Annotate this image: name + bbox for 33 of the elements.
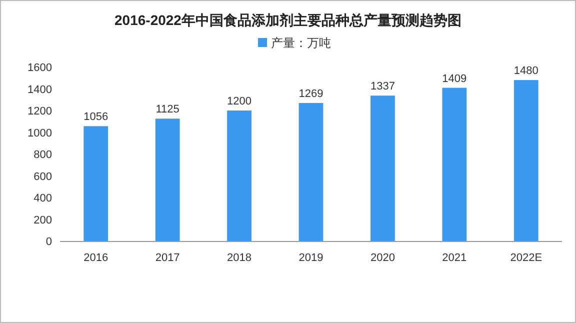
data-label: 1337 (370, 80, 395, 93)
bar (514, 80, 538, 241)
data-label: 1269 (298, 88, 324, 100)
y-tick-label: 1600 (28, 62, 52, 74)
data-label: 1125 (156, 104, 180, 116)
y-tick-label: 0 (46, 236, 52, 248)
y-tick-label: 800 (34, 149, 52, 161)
bar (227, 110, 252, 241)
x-tick-label: 2016 (84, 252, 108, 264)
bar (298, 102, 324, 241)
y-tick-label: 1000 (28, 127, 52, 140)
legend: 产量：万吨 (258, 36, 331, 50)
y-tick-label: 200 (34, 214, 52, 226)
bar (370, 96, 395, 241)
data-label: 1409 (442, 72, 467, 85)
x-tick-label: 2021 (442, 252, 467, 264)
y-tick-label: 1200 (28, 106, 52, 118)
y-tick-label: 400 (34, 192, 52, 204)
bar (84, 126, 108, 241)
chart-title: 2016-2022年中国食品添加剂主要品种总产量预测趋势图 (114, 12, 462, 28)
y-tick-label: 600 (34, 170, 52, 183)
y-tick-label: 1400 (28, 84, 52, 96)
x-tick-label: 2019 (298, 252, 324, 264)
bar (442, 88, 467, 241)
legend-label: 产量：万吨 (271, 36, 331, 50)
x-tick-label: 2020 (370, 252, 395, 264)
x-tick-label: 2018 (227, 252, 252, 264)
data-label: 1200 (227, 96, 252, 108)
x-tick-label: 2022E (510, 252, 542, 264)
bar (155, 118, 180, 241)
x-tick-label: 2017 (155, 252, 180, 264)
data-label: 1480 (514, 65, 538, 78)
data-label: 1056 (84, 111, 108, 124)
